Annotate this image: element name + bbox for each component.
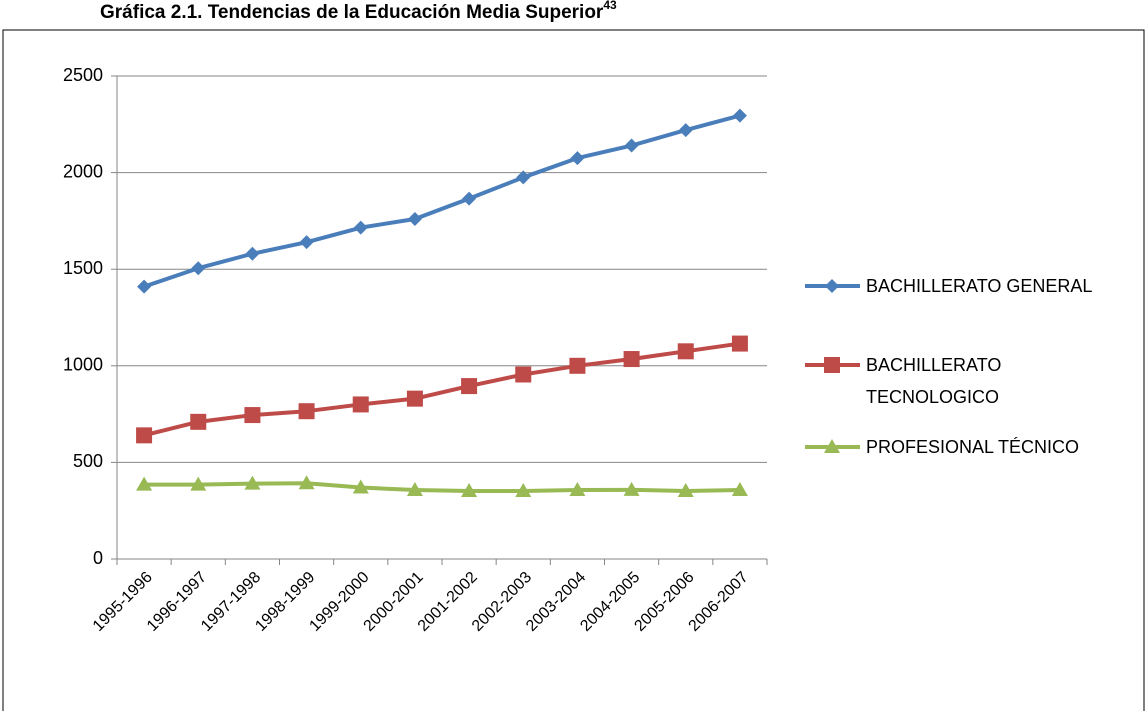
marker xyxy=(515,482,532,497)
marker xyxy=(731,482,748,497)
marker xyxy=(244,475,261,490)
y-tick-label: 500 xyxy=(73,451,103,471)
y-tick-label: 2500 xyxy=(63,65,103,85)
marker xyxy=(570,151,585,166)
chart-title: Gráfica 2.1. Tendencias de la Educación … xyxy=(100,0,617,23)
marker xyxy=(190,413,207,430)
marker xyxy=(515,366,532,383)
chart-border xyxy=(2,29,1145,711)
x-tick-label: 2006-2007 xyxy=(686,569,752,635)
marker xyxy=(623,481,640,496)
legend-item: PROFESIONAL TÉCNICO xyxy=(866,437,1080,457)
y-tick-label: 2000 xyxy=(63,161,103,181)
title-note: 43 xyxy=(603,0,617,12)
marker xyxy=(731,335,748,352)
marker xyxy=(352,396,369,413)
marker xyxy=(569,482,586,497)
marker xyxy=(244,407,261,424)
marker xyxy=(569,357,586,374)
marker xyxy=(245,246,260,261)
marker xyxy=(137,279,152,294)
series-line xyxy=(144,481,740,493)
marker xyxy=(298,475,315,490)
marker xyxy=(461,378,478,395)
marker xyxy=(461,482,478,497)
marker xyxy=(824,439,840,453)
marker xyxy=(677,343,694,360)
series-line xyxy=(143,341,741,438)
marker xyxy=(299,235,314,250)
y-tick-label: 1000 xyxy=(63,355,103,375)
marker xyxy=(191,261,206,276)
title-text: Gráfica 2.1. Tendencias de la Educación … xyxy=(100,2,604,23)
series-line xyxy=(143,113,741,289)
marker xyxy=(352,479,369,494)
marker xyxy=(136,427,153,444)
marker xyxy=(406,482,423,497)
marker xyxy=(407,211,422,226)
legend-item: BACHILLERATO TECNOLOGICO xyxy=(866,355,1002,407)
marker xyxy=(406,390,423,407)
marker xyxy=(136,476,153,491)
marker xyxy=(353,220,368,235)
marker xyxy=(462,191,477,206)
marker xyxy=(298,403,315,420)
legend-label: BACHILLERATO TECNOLOGICO xyxy=(866,355,1002,407)
legend-label: PROFESIONAL TÉCNICO xyxy=(866,437,1080,457)
legend-label: BACHILLERATO GENERAL xyxy=(866,276,1093,296)
marker xyxy=(825,279,839,293)
legend-item: BACHILLERATO GENERAL xyxy=(866,276,1093,296)
y-tick-label: 1500 xyxy=(63,258,103,278)
marker xyxy=(190,476,207,491)
marker xyxy=(624,138,639,153)
marker xyxy=(623,351,640,368)
marker xyxy=(678,123,693,138)
marker xyxy=(824,357,840,373)
y-tick-label: 0 xyxy=(93,548,103,568)
marker xyxy=(516,170,531,185)
marker xyxy=(677,482,694,497)
marker xyxy=(732,108,747,123)
